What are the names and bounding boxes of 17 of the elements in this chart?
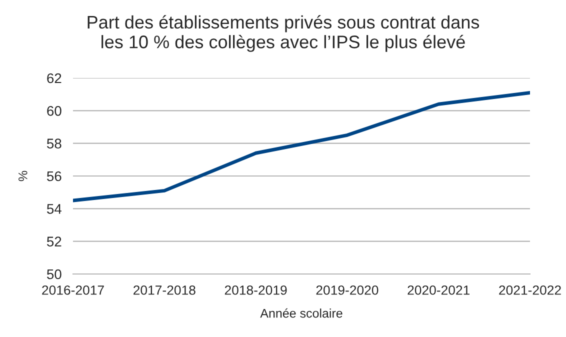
- x-tick-label: 2019-2020: [316, 285, 378, 295]
- y-tick-label: 60: [47, 106, 62, 116]
- x-tick-label: 2021-2022: [499, 285, 561, 295]
- line-series: [73, 90, 530, 202]
- x-axis-title: Année scolaire: [260, 308, 342, 318]
- y-tick-label: 62: [47, 73, 62, 84]
- y-axis-title: %: [18, 170, 28, 182]
- y-tick-label: 56: [46, 171, 62, 182]
- x-tick-label: 2020-2021: [408, 285, 470, 295]
- chart-title: Part des établissements privés sous contrat dans les 10 % des collèges avec l’IPS le plus élevé: [88, 15, 480, 52]
- y-tick-label: 52: [46, 236, 62, 247]
- x-tick-label: 2017-2018: [134, 285, 196, 295]
- x-tick-label: 2018-2019: [224, 285, 287, 295]
- y-tick-label: 50: [46, 269, 62, 280]
- y-tick-label: 58: [46, 138, 62, 149]
- x-tick-label: 2016-2017: [42, 285, 104, 295]
- y-tick-label: 54: [46, 204, 62, 214]
